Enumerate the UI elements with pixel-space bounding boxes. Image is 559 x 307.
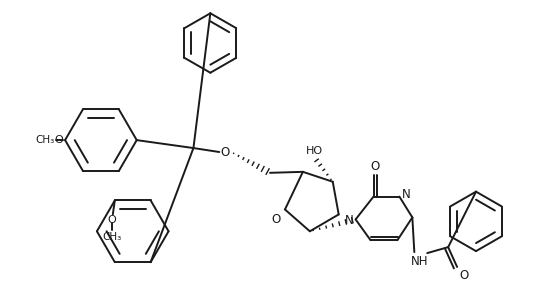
Text: O: O: [107, 215, 116, 225]
Text: O: O: [370, 160, 379, 173]
Text: N: N: [401, 188, 410, 201]
Text: O: O: [54, 135, 63, 145]
Text: CH₃: CH₃: [102, 232, 121, 242]
Text: O: O: [272, 213, 281, 227]
Text: NH: NH: [410, 255, 428, 268]
Text: CH₃: CH₃: [36, 135, 55, 145]
Text: HO: HO: [306, 146, 324, 156]
Text: N: N: [345, 214, 354, 227]
Text: O: O: [459, 269, 468, 282]
Text: O: O: [221, 146, 230, 158]
